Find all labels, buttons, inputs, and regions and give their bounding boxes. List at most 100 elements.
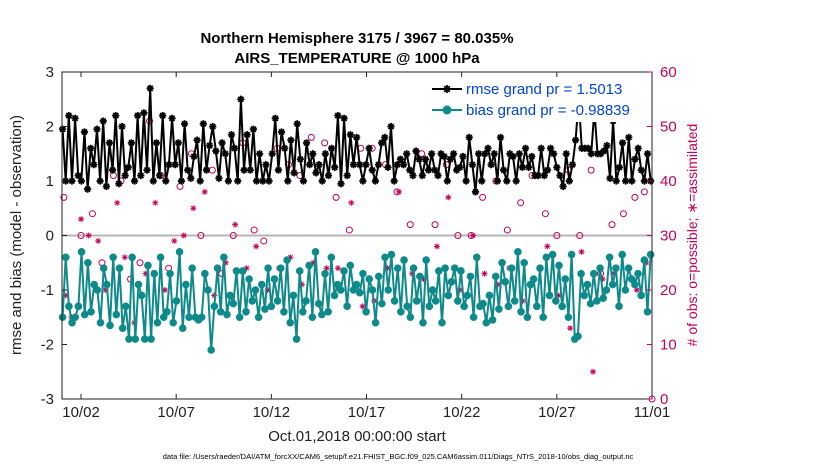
rmse-point — [456, 163, 464, 171]
right-y-tick-label: 30 — [660, 228, 677, 245]
possible-obs-point — [631, 193, 639, 201]
bias-point — [292, 335, 301, 343]
bias-point — [137, 291, 146, 300]
x-tick-label: 11/01 — [634, 404, 670, 421]
bias-point — [207, 346, 215, 354]
assimilated-obs-point — [445, 194, 452, 201]
rmse-point — [287, 136, 295, 144]
rmse-point — [77, 177, 85, 185]
rmse-point — [406, 166, 414, 174]
rmse-point — [80, 128, 89, 136]
rmse-point — [374, 161, 383, 169]
bias-point — [472, 253, 481, 262]
bias-point — [216, 308, 225, 316]
rmse-point — [462, 177, 470, 185]
rmse-point — [403, 150, 411, 158]
bias-point — [457, 267, 465, 275]
assimilated-obs-point — [201, 188, 208, 195]
rmse-point — [362, 161, 370, 169]
bias-point — [118, 324, 127, 332]
bias-point — [289, 291, 298, 300]
rmse-point — [221, 150, 229, 158]
bias-point — [153, 318, 162, 327]
rmse-point — [240, 166, 248, 174]
rmse-point — [496, 133, 505, 141]
bias-point — [479, 299, 487, 308]
bias-point — [469, 313, 478, 322]
assimilated-obs-point — [85, 232, 92, 239]
bias-point — [204, 286, 212, 294]
rmse-point — [152, 139, 161, 147]
bias-point — [197, 313, 206, 322]
bias-point — [226, 291, 234, 300]
bias-point — [463, 291, 472, 300]
bias-point — [134, 280, 143, 289]
bias-point — [311, 248, 320, 256]
bias-point — [254, 313, 263, 322]
assimilated-obs-point — [180, 232, 187, 239]
assimilated-obs-point — [253, 243, 260, 250]
rmse-point — [140, 109, 148, 117]
bias-point — [526, 280, 535, 289]
bias-point — [333, 280, 342, 289]
bias-point — [450, 264, 459, 273]
possible-obs-point — [250, 226, 258, 234]
rmse-point — [449, 150, 458, 158]
rmse-point — [468, 161, 476, 169]
bias-point — [406, 313, 415, 322]
possible-obs-point — [88, 210, 96, 218]
bias-point — [602, 286, 611, 294]
bias-point — [96, 318, 105, 327]
chart-subtitle: AIRS_TEMPERATURE @ 1000 hPa — [234, 50, 480, 67]
right-y-axis-label: # of obs: o=possible; ∗=assimilated — [684, 124, 700, 347]
bias-point — [539, 313, 547, 322]
rmse-point — [96, 177, 104, 185]
rmse-point — [431, 166, 439, 174]
rmse-point — [546, 144, 555, 152]
assimilated-obs-point — [433, 243, 440, 250]
right-y-tick-label: 20 — [660, 282, 677, 299]
bias-point — [447, 278, 456, 286]
rmse-point — [409, 171, 417, 180]
bias-point — [444, 291, 453, 300]
bias-point — [80, 310, 89, 319]
bias-point — [378, 299, 386, 308]
rmse-point — [518, 163, 527, 171]
bias-point — [115, 264, 124, 273]
bias-point — [71, 313, 80, 322]
bias-point — [460, 302, 468, 311]
rmse-point — [146, 84, 154, 92]
rmse-point — [443, 177, 451, 185]
rmse-point — [93, 125, 101, 133]
bias-point — [397, 308, 405, 316]
bias-point — [621, 286, 630, 294]
rmse-point — [478, 177, 486, 185]
bias-point — [321, 269, 329, 278]
possible-obs-point — [229, 232, 237, 239]
bias-point — [517, 308, 525, 316]
rmse-point — [306, 161, 314, 169]
bias-point — [586, 299, 595, 308]
right-y-tick-label: 0 — [660, 391, 668, 408]
possible-obs-point — [197, 232, 205, 239]
rmse-point — [521, 144, 530, 152]
bias-point — [185, 313, 193, 322]
rmse-point — [102, 182, 110, 191]
rmse-point — [500, 166, 508, 174]
rmse-series-layer — [58, 84, 655, 196]
possible-obs-point — [587, 166, 595, 174]
rmse-point — [243, 131, 251, 139]
rmse-point — [262, 161, 270, 169]
rmse-point — [209, 122, 217, 131]
rmse-point — [487, 161, 495, 169]
bias-point — [112, 310, 121, 319]
x-tick-label: 10/02 — [62, 404, 100, 421]
rmse-point — [412, 147, 420, 155]
rmse-point — [415, 155, 423, 163]
bias-point — [412, 297, 421, 305]
rmse-point — [421, 155, 430, 163]
bias-point — [106, 321, 114, 330]
bias-point — [510, 297, 519, 305]
bias-point — [220, 253, 228, 262]
rmse-point — [218, 139, 226, 147]
